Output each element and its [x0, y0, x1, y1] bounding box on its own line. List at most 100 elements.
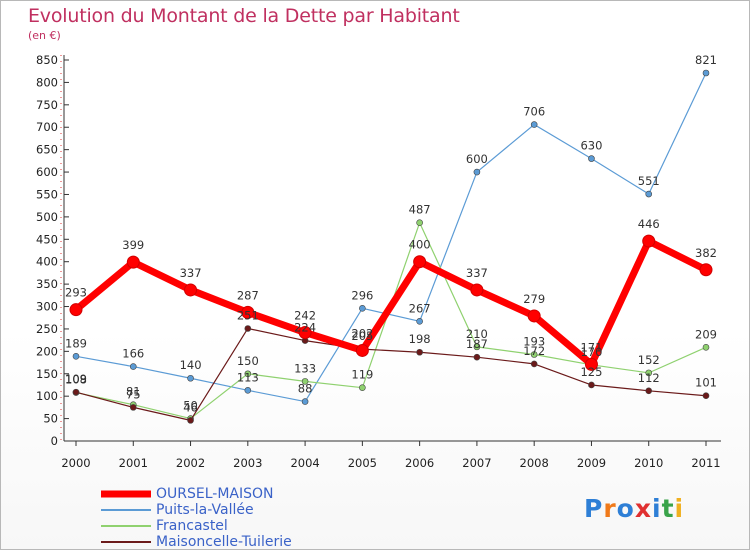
data-point-1 [473, 168, 481, 176]
series-line-1 [75, 72, 707, 403]
data-point-0 [355, 343, 369, 357]
data-label: 706 [523, 105, 545, 119]
data-label: 287 [237, 288, 259, 302]
data-point-3 [244, 325, 252, 332]
data-point-1 [702, 69, 710, 77]
y-tick-label: 750 [36, 98, 58, 112]
data-label: 337 [180, 266, 202, 280]
logo-letter: P [584, 494, 604, 523]
data-point-0 [413, 255, 427, 269]
data-label: 112 [638, 371, 660, 385]
data-point-1 [359, 305, 366, 312]
data-label: 88 [298, 382, 313, 396]
y-tick-label: 100 [36, 389, 58, 403]
y-tick-label: 550 [36, 187, 58, 201]
data-point-3 [588, 381, 595, 389]
chart-title: Evolution du Montant de la Dette par Hab… [28, 5, 460, 27]
logo-letter: o [616, 494, 635, 523]
x-tick-label: 2009 [577, 456, 606, 470]
logo-letter: r [603, 494, 617, 523]
x-tick-label: 2011 [691, 456, 720, 470]
data-label: 242 [294, 309, 316, 323]
data-label: 150 [237, 354, 259, 368]
data-label: 487 [409, 203, 431, 217]
data-point-2 [645, 369, 653, 377]
logo-letter: i [652, 494, 662, 523]
data-point-1 [187, 374, 194, 382]
data-label: 81 [126, 385, 141, 399]
x-tick-label: 2002 [176, 456, 205, 470]
y-tick-label: 50 [43, 412, 58, 426]
data-label: 293 [65, 286, 87, 300]
data-point-2 [530, 351, 538, 358]
data-label: 399 [122, 238, 144, 252]
x-tick-label: 2001 [119, 456, 148, 470]
y-tick-label: 250 [36, 322, 58, 336]
series-line-0 [73, 237, 708, 368]
x-tick-label: 2010 [634, 456, 663, 470]
data-label: 109 [65, 372, 87, 386]
data-label: 187 [466, 337, 488, 351]
data-label: 198 [409, 332, 431, 346]
data-point-2 [473, 343, 481, 351]
data-label: 108 [65, 373, 87, 387]
data-point-3 [129, 404, 137, 411]
x-tick-label: 2007 [462, 456, 491, 470]
data-label: 279 [523, 292, 545, 306]
y-tick-label: 700 [36, 120, 58, 134]
data-label: 551 [638, 174, 660, 188]
legend-label-puits-la-vallee: Puits-la-Vallée [156, 502, 254, 518]
y-tick-label: 350 [36, 277, 58, 291]
data-label: 267 [409, 301, 431, 315]
y-tick-label: 450 [36, 232, 58, 246]
data-label: 46 [183, 400, 198, 414]
data-label: 119 [351, 368, 373, 382]
logo-letter: t [661, 494, 675, 523]
y-tick-label: 500 [36, 210, 58, 224]
data-point-1 [588, 155, 595, 162]
data-point-1 [645, 190, 653, 198]
data-point-0 [699, 263, 713, 277]
data-label: 600 [466, 152, 488, 166]
data-label: 251 [237, 308, 259, 322]
data-point-0 [69, 303, 83, 317]
data-label: 166 [122, 347, 144, 361]
x-tick-label: 2003 [233, 456, 262, 470]
data-point-0 [184, 283, 198, 297]
data-label: 125 [580, 365, 602, 379]
y-tick-label: 850 [36, 53, 58, 67]
data-point-2 [301, 378, 309, 385]
data-point-3 [702, 392, 710, 400]
data-label: 170 [580, 345, 602, 359]
data-label: 189 [65, 336, 87, 350]
y-tick-label: 200 [36, 344, 58, 358]
data-label: 75 [126, 387, 141, 401]
legend-label-oursel-maison: OURSEL-MAISON [156, 486, 274, 502]
y-tick-label: 650 [36, 143, 58, 157]
data-point-3 [416, 348, 423, 356]
data-label: 210 [466, 327, 488, 341]
data-label: 101 [695, 376, 717, 390]
data-label: 337 [466, 266, 488, 280]
series-layer [69, 69, 713, 424]
data-point-1 [72, 352, 80, 360]
data-label: 152 [638, 353, 660, 367]
series-line-3 [75, 327, 707, 421]
data-label: 400 [409, 238, 431, 252]
y-tick-label: 150 [36, 367, 58, 381]
data-point-0 [642, 234, 656, 248]
data-point-0 [470, 283, 484, 297]
data-point-1 [530, 121, 538, 128]
data-label: 202 [351, 326, 373, 340]
data-label: 446 [638, 217, 660, 231]
data-point-2 [244, 370, 252, 378]
data-label: 630 [580, 139, 602, 153]
data-label: 140 [180, 358, 202, 372]
data-point-3 [187, 417, 194, 424]
data-label: 209 [695, 327, 717, 341]
data-point-0 [527, 309, 541, 323]
data-point-3 [645, 387, 653, 395]
legend-swatches [101, 490, 151, 543]
data-label: 193 [523, 334, 545, 348]
